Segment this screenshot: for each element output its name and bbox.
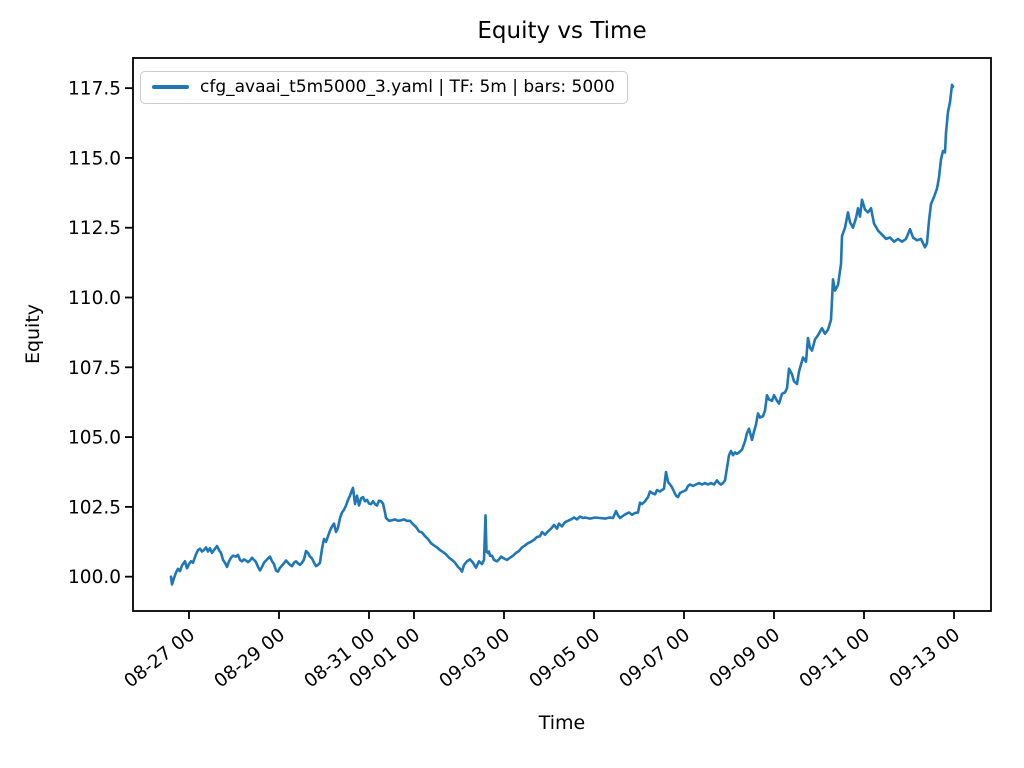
y-tick-label: 110.0 (68, 288, 121, 309)
x-tick-label: 09-03 00 (436, 624, 514, 692)
y-tick-label: 105.0 (68, 428, 121, 449)
equity-line (169, 83, 955, 586)
y-tick-label: 100.0 (68, 567, 121, 588)
legend-label: cfg_avaai_t5m5000_3.yaml | TF: 5m | bars… (200, 77, 615, 97)
y-tick-label: 115.0 (68, 148, 121, 169)
y-tick-label: 112.5 (68, 218, 121, 239)
y-axis-label: Equity (22, 303, 44, 365)
plot-frame (132, 57, 992, 612)
x-tick-label: 09-07 00 (616, 624, 694, 692)
y-tick-label: 102.5 (68, 497, 121, 518)
x-tick-label: 09-05 00 (526, 624, 604, 692)
legend: cfg_avaai_t5m5000_3.yaml | TF: 5m | bars… (140, 71, 628, 104)
x-tick-label: 09-11 00 (796, 624, 874, 692)
x-tick-label: 09-09 00 (706, 624, 784, 692)
y-tick-label: 117.5 (68, 79, 121, 100)
legend-line-sample-icon (152, 85, 189, 89)
x-tick-label: 09-13 00 (886, 624, 964, 692)
x-tick-label: 08-27 00 (121, 624, 199, 692)
chart-title: Equity vs Time (477, 18, 647, 44)
x-tick-label: 08-29 00 (211, 624, 289, 692)
x-axis-label: Time (538, 712, 586, 734)
y-tick-label: 107.5 (68, 358, 121, 379)
